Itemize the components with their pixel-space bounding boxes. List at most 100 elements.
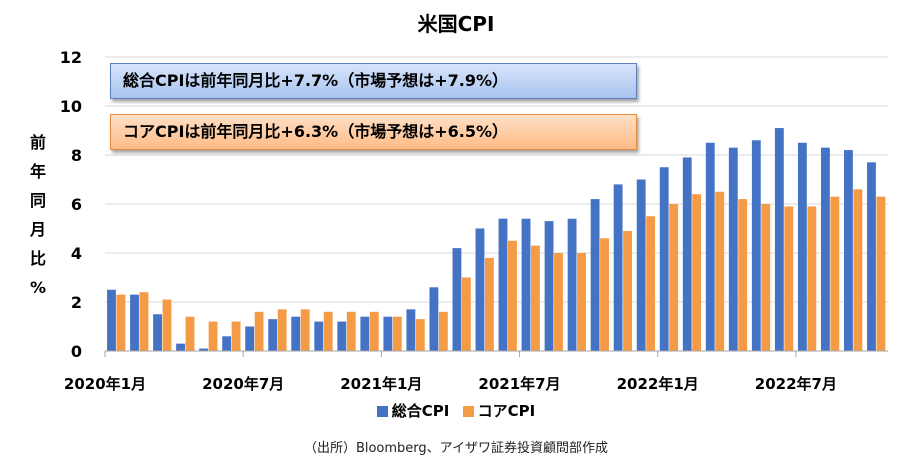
bar-headline-cpi [406,309,416,351]
bar-core-cpi [415,319,425,351]
legend-swatch-headline [376,406,388,417]
bar-headline-cpi [199,348,209,351]
bar-core-cpi [784,206,794,351]
bar-headline-cpi [797,142,807,351]
bar-headline-cpi [222,336,232,351]
y-axis-label-char: 前 [29,133,46,152]
bar-core-cpi [139,292,149,351]
bar-core-cpi [830,196,840,351]
legend: 総合CPI コアCPI [0,400,912,421]
y-axis-label-char: % [29,278,47,297]
bar-core-cpi [277,309,287,351]
bar-core-cpi [623,230,633,351]
x-tick-label: 2020年1月 [64,375,146,393]
bar-core-cpi [531,245,540,351]
bar-core-cpi [300,309,310,351]
bar-core-cpi [761,204,771,351]
legend-item-headline: 総合CPI [376,400,450,421]
y-tick-label: 10 [60,97,82,116]
bar-core-cpi [876,196,886,351]
y-tick-label: 12 [60,48,82,67]
bar-headline-cpi [268,319,278,351]
y-tick-label: 8 [71,146,82,165]
legend-item-core: コアCPI [462,400,536,421]
bar-headline-cpi [659,167,669,351]
y-axis-label-char: 年 [29,162,46,181]
bar-headline-cpi [130,294,139,351]
bar-core-cpi [346,311,356,351]
legend-label-headline: 総合CPI [391,402,450,420]
bar-core-cpi [254,311,264,351]
bar-headline-cpi [636,179,646,351]
bar-headline-cpi [728,147,738,351]
bar-core-cpi [508,240,517,351]
bar-core-cpi [231,321,241,351]
y-tick-label: 2 [71,293,82,312]
bar-headline-cpi [751,140,761,351]
bar-headline-cpi [567,218,577,351]
bar-headline-cpi [360,316,370,351]
bar-headline-cpi [590,199,600,351]
bar-core-cpi [323,311,333,351]
bar-headline-cpi [383,316,393,351]
y-axis-label-char: 月 [29,220,46,239]
x-tick-label: 2021年1月 [340,375,422,393]
bar-headline-cpi [682,157,692,351]
bar-core-cpi [600,238,609,351]
source-note: （出所）Bloomberg、アイザワ証券投資顧問部作成 [303,441,609,456]
bar-headline-cpi [337,321,347,351]
bar-headline-cpi [820,147,830,351]
bar-core-cpi [715,191,725,351]
x-tick-label: 2021年7月 [478,375,560,393]
bar-core-cpi [738,199,748,351]
x-tick-label: 2022年1月 [617,375,699,393]
bar-core-cpi [162,299,172,351]
y-tick-label: 4 [71,244,82,263]
bar-headline-cpi [544,221,554,351]
bar-headline-cpi [429,287,439,351]
bar-core-cpi [185,316,195,351]
bar-core-cpi [853,189,863,351]
headline-cpi-callout: 総合CPIは前年同月比+7.7%（市場予想は+7.9%） [110,63,637,99]
bar-headline-cpi [867,162,876,351]
bar-headline-cpi [613,184,623,351]
bar-core-cpi [577,253,586,351]
bar-headline-cpi [475,228,485,351]
bar-core-cpi [646,216,656,351]
x-tick-label: 2022年7月 [755,375,837,393]
bar-headline-cpi [498,218,508,351]
bar-core-cpi [461,277,471,351]
bar-headline-cpi [521,218,531,351]
bar-headline-cpi [774,128,784,351]
chart-title: 米国CPI [417,12,495,36]
y-tick-label: 0 [71,342,82,361]
bar-headline-cpi [705,142,715,351]
y-axis-label-char: 同 [29,191,46,210]
y-tick-label: 6 [71,195,82,214]
bar-core-cpi [392,316,402,351]
bar-core-cpi [554,253,563,351]
bar-core-cpi [807,206,817,351]
bar-core-cpi [369,311,379,351]
bar-headline-cpi [176,343,186,351]
bar-headline-cpi [314,321,324,351]
x-tick-label: 2020年7月 [202,375,284,393]
legend-swatch-core [462,406,474,417]
bar-core-cpi [116,294,126,351]
bar-headline-cpi [452,248,462,351]
bar-headline-cpi [291,316,301,351]
y-axis-label: 前 年 同 月 比 % [27,128,49,302]
bar-core-cpi [669,204,679,351]
bar-core-cpi [208,321,218,351]
y-axis-label-char: 比 [29,249,46,268]
bar-core-cpi [438,311,448,351]
bar-core-cpi [484,257,494,351]
bar-headline-cpi [245,326,255,351]
bar-headline-cpi [153,314,162,351]
bar-headline-cpi [107,289,116,351]
bar-core-cpi [692,194,702,351]
legend-label-core: コアCPI [477,402,536,420]
core-cpi-callout: コアCPIは前年同月比+6.3%（市場予想は+6.5%） [110,114,637,150]
bar-headline-cpi [844,150,853,351]
